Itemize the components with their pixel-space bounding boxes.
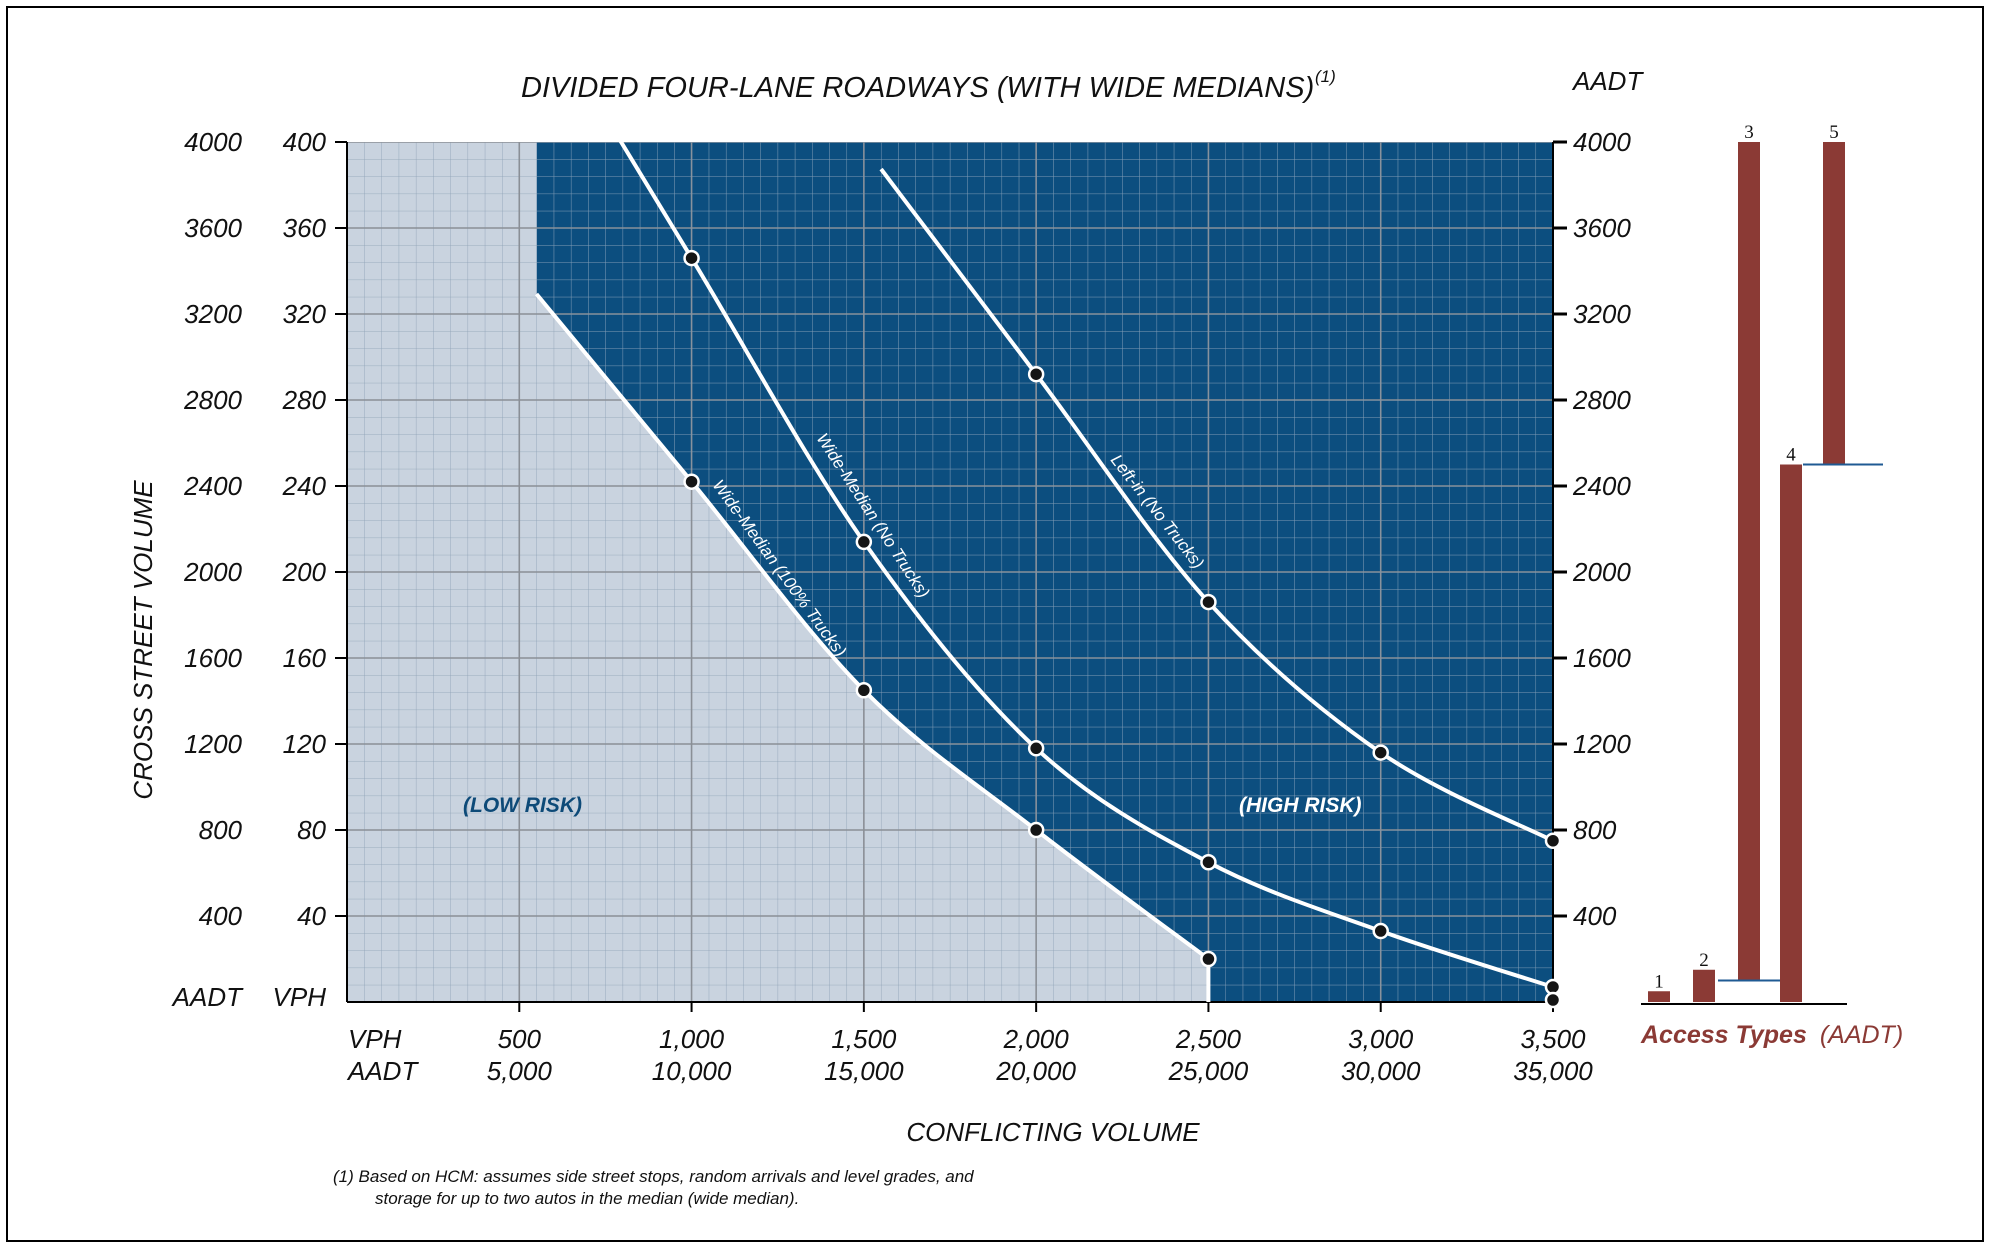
series-0-point-2 (1027, 821, 1045, 839)
access-bar-label-3: 3 (1744, 122, 1754, 143)
y-tick-label-aadt-9: 4000 (184, 127, 242, 157)
x-tick-label-aadt-4: 25,000 (1168, 1056, 1249, 1086)
x-tick-label-vph-1: 1,000 (659, 1024, 725, 1054)
right-tick-label-aadt-9: 4000 (1573, 127, 1631, 157)
y-tick-label-vph-3: 160 (283, 643, 327, 673)
x-tick-label-aadt-5: 30,000 (1341, 1056, 1421, 1086)
y-tick-label-vph-8: 360 (283, 213, 327, 243)
title-footnote-marker: (1) (1315, 67, 1336, 86)
y-tick-label-vph-7: 320 (283, 299, 327, 329)
access-bar-label-5: 5 (1829, 122, 1839, 143)
access-bar-5 (1823, 142, 1845, 465)
x-tick-label-vph-0: 500 (498, 1024, 542, 1054)
y-tick-labels: 400 40 400 800 80 800 1200 120 1200 1600 160 1600 20… (183, 127, 1631, 931)
series-0-point-1 (855, 682, 873, 699)
y-tick-label-aadt-2: 1200 (184, 729, 242, 759)
y-unit-vph: VPH (273, 982, 327, 1012)
right-tick-label-aadt-1: 800 (1573, 815, 1617, 845)
footnote-line-1: (1) Based on HCM: assumes side street st… (333, 1167, 974, 1186)
x-tick-label-vph-4: 2,500 (1175, 1024, 1242, 1054)
access-bar-2 (1693, 969, 1715, 1002)
figure-frame (6, 6, 1984, 1242)
right-tick-label-aadt-7: 3200 (1573, 299, 1631, 329)
y-tick-label-vph-2: 120 (283, 729, 327, 759)
x-tick-label-vph-6: 3,500 (1520, 1024, 1586, 1054)
x-tick-label-aadt-6: 35,000 (1513, 1056, 1593, 1086)
y-axis-title: CROSS STREET VOLUME (128, 480, 158, 800)
footnote-line-2: storage for up to two autos in the media… (375, 1189, 799, 1208)
y-tick-label-aadt-6: 2800 (183, 385, 242, 415)
high-risk-grid-overlay (536, 142, 1553, 1002)
access-types-title: Access Types (AADT) (1640, 1021, 1903, 1049)
access-bar-4 (1780, 464, 1802, 1002)
right-tick-label-aadt-3: 1600 (1573, 643, 1631, 673)
access-bar-1 (1648, 991, 1670, 1002)
y-tick-label-vph-1: 80 (297, 815, 326, 845)
right-tick-label-aadt-5: 2400 (1572, 471, 1631, 501)
x-tick-label-aadt-2: 15,000 (824, 1056, 904, 1086)
access-bar-label-2: 2 (1699, 950, 1709, 971)
access-types-title-text: Access Types (1640, 1021, 1807, 1049)
series-1-point-2 (1027, 740, 1045, 757)
high-risk-label: (HIGH RISK) (1239, 794, 1362, 817)
series-2-point-1 (1200, 593, 1217, 611)
series-line-1 (618, 142, 1553, 989)
access-bar-label-1: 1 (1654, 971, 1664, 992)
x-unit-aadt: AADT (346, 1056, 419, 1086)
series-0-point-3 (1200, 950, 1217, 968)
series-1-end-point (1544, 991, 1562, 1009)
x-tick-label-vph-5: 3,000 (1348, 1024, 1414, 1054)
series-1-point-4 (1372, 922, 1389, 940)
series-line-2 (879, 167, 1553, 843)
x-tick-label-aadt-1: 10,000 (652, 1056, 732, 1086)
y-tick-label-aadt-0: 400 (199, 901, 243, 931)
right-tick-label-aadt-6: 2800 (1572, 385, 1631, 415)
y-tick-label-aadt-4: 2000 (183, 557, 242, 587)
marker-group (683, 249, 1562, 1009)
series-2-point-2 (1372, 744, 1389, 761)
y-tick-label-vph-0: 40 (297, 901, 326, 931)
series-1-point-0 (683, 249, 700, 267)
y-tick-label-vph-9: 400 (283, 127, 327, 157)
y-tick-label-aadt-1: 800 (199, 815, 243, 845)
x-axis-title: CONFLICTING VOLUME (906, 1117, 1200, 1147)
chart-title: DIVIDED FOUR-LANE ROADWAYS (WITH WIDE ME… (521, 72, 1314, 104)
access-types-unit: (AADT) (1820, 1021, 1903, 1049)
y-tick-label-vph-5: 240 (282, 471, 327, 501)
y-unit-aadt: AADT (171, 982, 244, 1012)
y-tick-label-aadt-3: 1600 (184, 643, 242, 673)
right-tick-label-aadt-8: 3600 (1573, 213, 1631, 243)
right-axis-label: AADT (1571, 66, 1644, 96)
right-tick-label-aadt-4: 2000 (1572, 557, 1631, 587)
right-tick-label-aadt-2: 1200 (1573, 729, 1631, 759)
x-tick-label-aadt-3: 20,000 (995, 1056, 1076, 1086)
y-tick-label-aadt-5: 2400 (183, 471, 242, 501)
y-tick-label-vph-4: 200 (282, 557, 327, 587)
right-tick-label-aadt-0: 400 (1573, 901, 1617, 931)
x-tick-label-aadt-0: 5,000 (487, 1056, 553, 1086)
access-bar-3 (1738, 142, 1760, 981)
y-tick-label-vph-6: 280 (282, 385, 327, 415)
x-tick-label-vph-3: 2,000 (1003, 1024, 1070, 1054)
series-group (618, 142, 1553, 989)
low-risk-label: (LOW RISK) (463, 794, 582, 817)
x-unit-vph: VPH (348, 1024, 402, 1054)
access-bar-label-4: 4 (1786, 445, 1796, 466)
series-2-point-0 (1027, 365, 1045, 383)
series-1-point-3 (1200, 854, 1217, 871)
axis-ticks (335, 140, 1567, 1012)
x-tick-label-vph-2: 1,500 (831, 1024, 897, 1054)
access-type-bars: 1 2 3 4 5 (1648, 122, 1883, 1002)
series-2-point-3 (1544, 832, 1562, 849)
y-tick-label-aadt-7: 3200 (184, 299, 242, 329)
series-1-point-1 (855, 533, 873, 551)
series-0-point-0 (683, 473, 700, 490)
y-tick-label-aadt-8: 3600 (184, 213, 242, 243)
